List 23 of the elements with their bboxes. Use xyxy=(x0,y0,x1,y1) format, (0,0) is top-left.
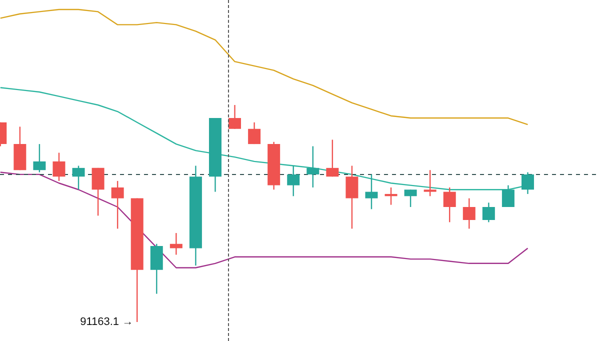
candlestick xyxy=(443,186,456,223)
candlestick xyxy=(170,232,182,256)
candlestick xyxy=(150,243,163,294)
annotation: 91163.1 → xyxy=(80,316,134,328)
candlestick xyxy=(521,172,534,195)
candlestick xyxy=(248,122,261,145)
candlestick xyxy=(72,165,85,190)
candlestick xyxy=(365,174,378,210)
candlestick xyxy=(404,189,417,208)
candlestick xyxy=(52,152,66,182)
candlestick xyxy=(346,165,358,230)
candlestick xyxy=(306,146,320,188)
candlestick xyxy=(33,143,46,173)
candlestick xyxy=(111,180,124,230)
candlestick xyxy=(482,202,495,223)
candlestick xyxy=(384,186,398,206)
candlestick xyxy=(502,184,514,208)
candlestick xyxy=(424,170,436,197)
candlestick xyxy=(287,165,300,197)
candlestick xyxy=(462,198,476,230)
candlestick xyxy=(92,167,104,216)
candlestick xyxy=(326,139,339,178)
candlestick xyxy=(228,104,242,130)
